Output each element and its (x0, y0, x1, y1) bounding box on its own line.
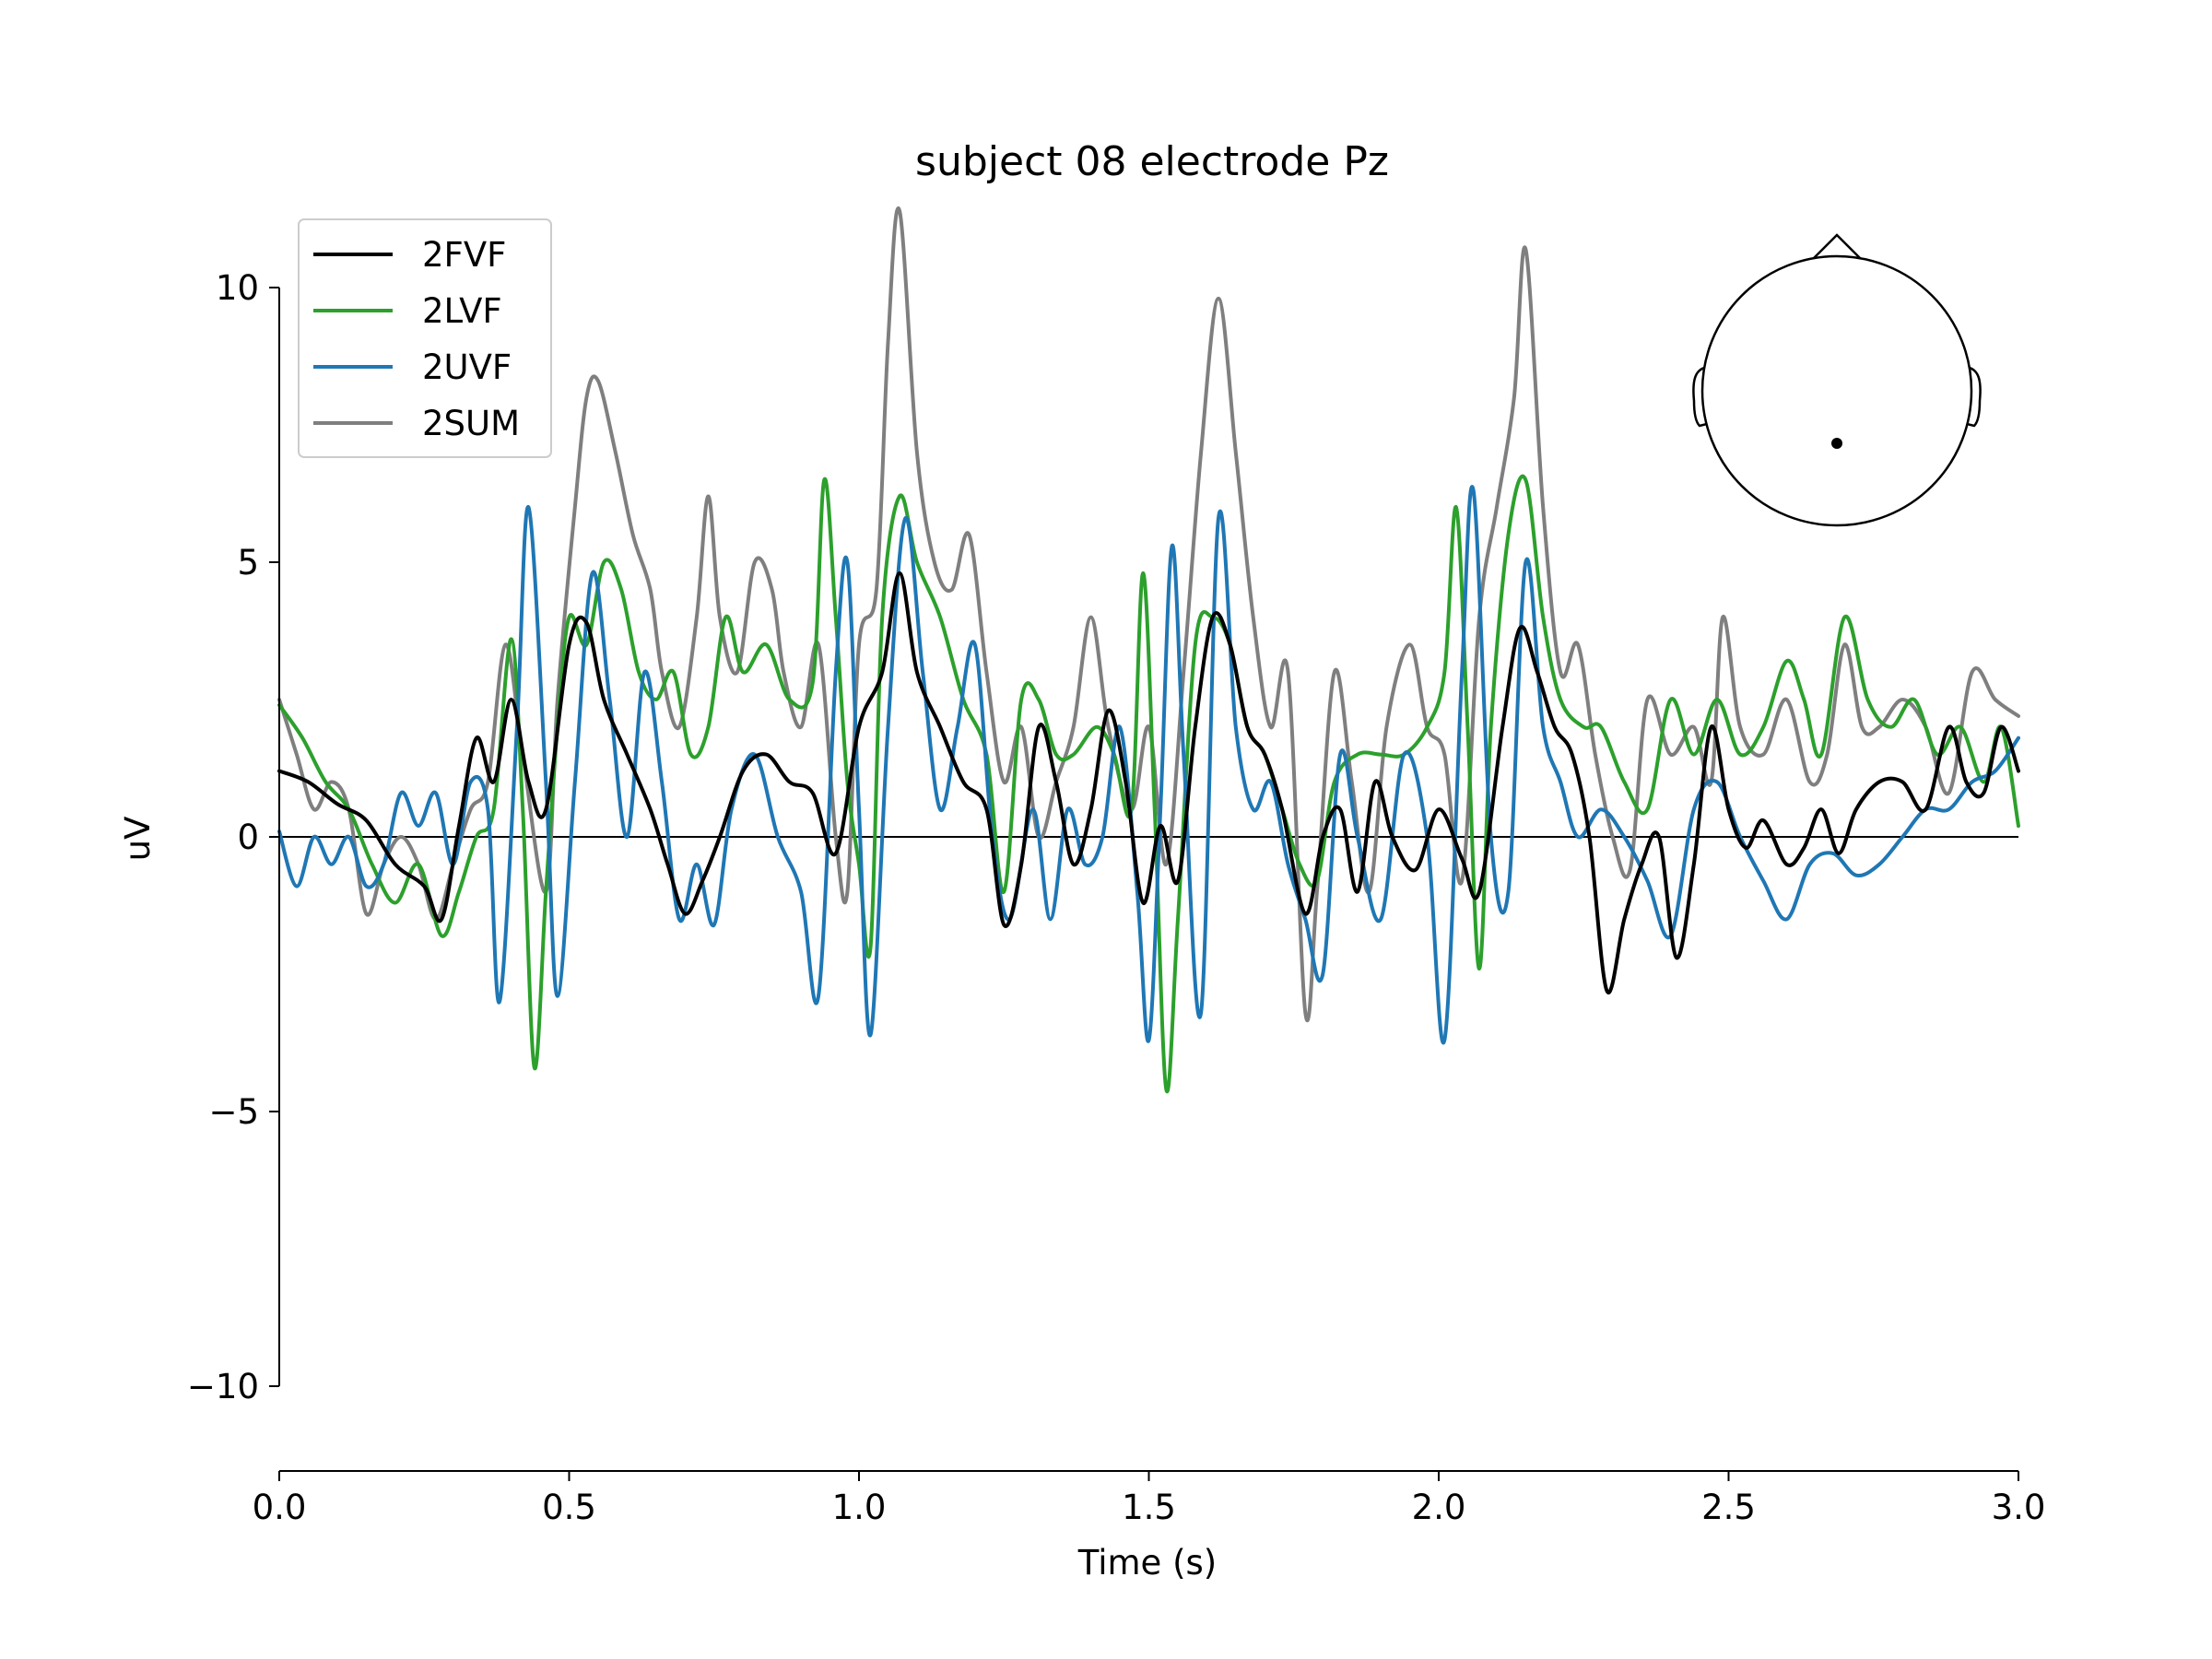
electrode-position-marker (1831, 438, 1842, 449)
y-tick-label: 0 (237, 818, 259, 857)
y-tick-label: −10 (187, 1367, 259, 1406)
legend-label-2sum: 2SUM (422, 404, 520, 443)
y-tick-label: 5 (237, 543, 259, 582)
x-tick-label: 1.0 (832, 1488, 887, 1527)
series-lines (277, 206, 2020, 1094)
series-line-2fvf (277, 571, 2020, 994)
x-axis-label: Time (s) (1077, 1543, 1217, 1583)
x-tick-label: 1.5 (1122, 1488, 1176, 1527)
legend-label-2uvf: 2UVF (422, 347, 512, 387)
chart-title: subject 08 electrode Pz (915, 138, 1389, 185)
y-tick-label: −5 (208, 1092, 259, 1132)
x-axis-ticks: 0.0 0.5 1.0 1.5 2.0 2.5 3.0 (253, 1471, 2046, 1527)
head-right-ear-icon (1962, 365, 1982, 428)
legend-frame (298, 218, 552, 458)
y-axis-ticks: −10 −5 0 5 10 (187, 268, 279, 1406)
head-topomap-inset (1692, 233, 1982, 527)
x-tick-label: 2.0 (1412, 1488, 1466, 1527)
head-outline-icon (1700, 254, 1973, 527)
x-axis: 0.0 0.5 1.0 1.5 2.0 2.5 3.0 (253, 1470, 2046, 1527)
y-axis: −10 −5 0 5 10 (187, 268, 280, 1406)
x-tick-label: 2.5 (1701, 1488, 1756, 1527)
legend-label-2fvf: 2FVF (422, 235, 506, 275)
legend-entries: 2FVF 2LVF 2UVF 2SUM (313, 235, 520, 443)
x-tick-label: 0.0 (253, 1488, 307, 1527)
x-tick-label: 3.0 (1992, 1488, 2046, 1527)
x-tick-label: 0.5 (542, 1488, 596, 1527)
legend: 2FVF 2LVF 2UVF 2SUM (298, 218, 552, 458)
head-left-ear-icon (1692, 365, 1712, 428)
y-axis-label: uV (118, 817, 158, 862)
legend-label-2lvf: 2LVF (422, 291, 502, 331)
plot-area (277, 206, 2020, 1094)
y-tick-label: 10 (216, 268, 259, 308)
